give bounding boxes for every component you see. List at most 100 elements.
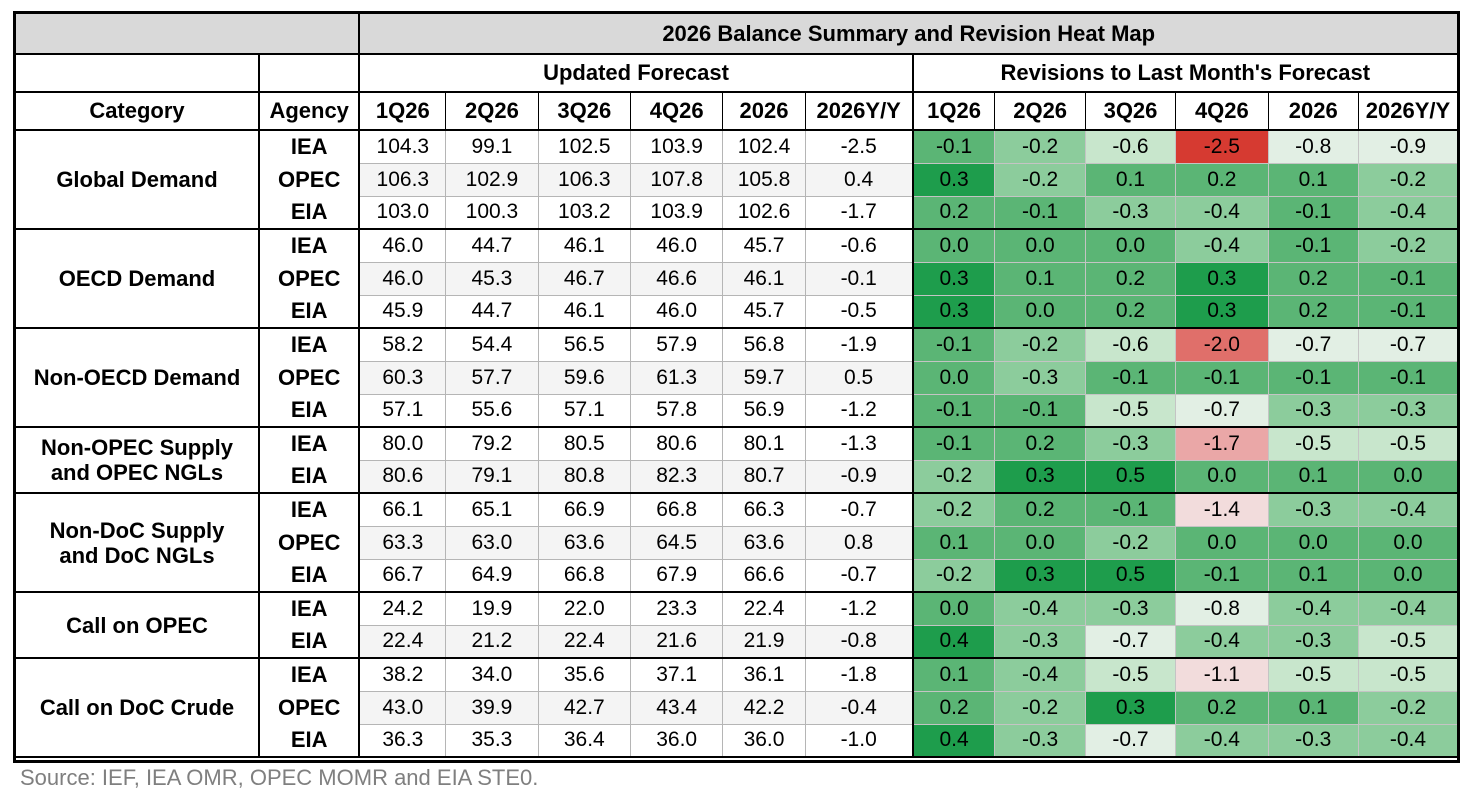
category-cell: OECD Demand — [16, 229, 260, 329]
forecast-col-header-3q26: 3Q26 — [538, 92, 631, 131]
revision-heat-cell: -0.3 — [1268, 493, 1359, 527]
table-row: OPEC 43.0 39.9 42.7 43.4 42.2 -0.4 0.2 -0.2 0.3 0.… — [16, 691, 1457, 725]
table-row: Non-OECD Demand IEA 58.2 54.4 56.5 57.9 56.8 -1… — [16, 328, 1457, 428]
forecast-value-cell: 44.7 — [445, 295, 539, 329]
forecast-value-cell: 103.9 — [630, 130, 724, 164]
title-row: 2026 Balance Summary and Revision Heat M… — [16, 14, 1457, 55]
revision-heat-cell: -1.4 — [1175, 493, 1269, 527]
revision-heat-cell: -0.2 — [1358, 229, 1457, 263]
forecast-value-cell: 42.2 — [722, 691, 806, 725]
agency-cell: IEA — [258, 658, 361, 691]
revision-heat-cell: -0.9 — [1358, 130, 1457, 164]
forecast-value-cell: 0.4 — [805, 163, 914, 197]
agency-cell: IEA — [258, 130, 361, 163]
revision-heat-cell: -0.1 — [912, 394, 996, 428]
revision-heat-cell: -0.3 — [1268, 625, 1359, 659]
forecast-value-cell: 37.1 — [630, 658, 724, 692]
forecast-value-cell: -0.6 — [805, 229, 914, 263]
forecast-value-cell: 35.6 — [538, 658, 631, 692]
revision-heat-cell: 0.1 — [994, 262, 1086, 296]
forecast-value-cell: 66.8 — [630, 493, 724, 527]
forecast-value-cell: 45.3 — [445, 262, 539, 296]
revision-heat-cell: -0.1 — [1268, 196, 1359, 230]
forecast-col-header-2026yy: 2026Y/Y — [805, 92, 914, 131]
revision-heat-cell: -0.8 — [1175, 592, 1269, 626]
forecast-value-cell: 54.4 — [445, 328, 539, 362]
revision-heat-cell: 0.3 — [1085, 691, 1177, 725]
revision-heat-cell: -0.1 — [1268, 229, 1359, 263]
forecast-value-cell: 63.6 — [722, 526, 806, 560]
revision-heat-cell: 0.1 — [912, 658, 996, 692]
category-cell: Call on DoC Crude — [16, 658, 260, 758]
revision-heat-cell: -0.1 — [1175, 361, 1269, 395]
table-row: OPEC 63.3 63.0 63.6 64.5 63.6 0.8 0.1 0.0 -0.2 0.0… — [16, 526, 1457, 560]
revision-heat-cell: 0.1 — [1268, 460, 1359, 494]
table-row: Non-DoC Supply and DoC NGLs IEA 66.1 65.1 66.… — [16, 493, 1457, 593]
title-spacer — [16, 14, 360, 55]
revision-heat-cell: 0.2 — [1085, 262, 1177, 296]
forecast-value-cell: 80.5 — [538, 427, 631, 461]
table-row: Call on OPEC IEA 24.2 19.9 22.0 23.3 22.4 -1.2 0… — [16, 592, 1457, 659]
forecast-value-cell: 36.0 — [630, 724, 724, 758]
forecast-value-cell: 34.0 — [445, 658, 539, 692]
revision-heat-cell: -0.7 — [1268, 328, 1359, 362]
revision-heat-cell: -0.3 — [1085, 592, 1177, 626]
forecast-value-cell: -1.2 — [805, 394, 914, 428]
revision-heat-cell: -0.4 — [1175, 229, 1269, 263]
revision-heat-cell: -0.5 — [1358, 658, 1457, 692]
revision-heat-cell: -0.1 — [912, 328, 996, 362]
forecast-value-cell: -0.7 — [805, 493, 914, 527]
forecast-value-cell: 80.7 — [722, 460, 806, 494]
agency-cell: EIA — [258, 394, 361, 428]
forecast-value-cell: 45.9 — [359, 295, 447, 329]
forecast-value-cell: 66.8 — [538, 559, 631, 593]
forecast-value-cell: 46.1 — [538, 295, 631, 329]
forecast-value-cell: 57.9 — [630, 328, 724, 362]
revision-col-header-2026yy: 2026Y/Y — [1358, 92, 1457, 131]
revision-heat-cell: -0.1 — [994, 196, 1086, 230]
table-row: EIA 103.0 100.3 103.2 103.9 102.6 -1.7 0.2 -0.1-… — [16, 196, 1457, 230]
revision-heat-cell: 0.2 — [912, 196, 996, 230]
forecast-value-cell: -1.7 — [805, 196, 914, 230]
revision-heat-cell: 0.3 — [912, 295, 996, 329]
agency-cell: OPEC — [258, 163, 361, 196]
table-row: EIA 57.1 55.6 57.1 57.8 56.9 -1.2 -0.1 -0.1 -0.5-… — [16, 394, 1457, 428]
revision-heat-cell: 0.0 — [994, 526, 1086, 560]
table-row: EIA 36.3 35.3 36.4 36.0 36.0 -1.0 0.4 -0.3 -0.7 -0… — [16, 724, 1457, 758]
forecast-value-cell: 56.8 — [722, 328, 806, 362]
agency-cell: EIA — [258, 625, 361, 659]
source-note: Source: IEF, IEA OMR, OPEC MOMR and EIA … — [20, 765, 539, 790]
revision-heat-cell: -0.2 — [1358, 691, 1457, 725]
revision-heat-cell: -2.5 — [1175, 130, 1269, 164]
forecast-value-cell: 66.6 — [722, 559, 806, 593]
revision-heat-cell: 0.0 — [1175, 460, 1269, 494]
forecast-value-cell: -0.1 — [805, 262, 914, 296]
table-row: OPEC 60.3 57.7 59.6 61.3 59.7 0.5 0.0 -0.3 -0.1 -0… — [16, 361, 1457, 395]
revision-col-header-2026: 2026 — [1268, 92, 1359, 131]
forecast-value-cell: 21.9 — [722, 625, 806, 659]
forecast-value-cell: 103.9 — [630, 196, 724, 230]
forecast-value-cell: 63.3 — [359, 526, 447, 560]
revision-heat-cell: 0.0 — [1085, 229, 1177, 263]
agency-cell: IEA — [258, 328, 361, 361]
agency-cell: IEA — [258, 229, 361, 262]
revision-heat-cell: -0.2 — [912, 493, 996, 527]
forecast-value-cell: 60.3 — [359, 361, 447, 395]
forecast-value-cell: 79.2 — [445, 427, 539, 461]
forecast-value-cell: -1.2 — [805, 592, 914, 626]
forecast-value-cell: 43.4 — [630, 691, 724, 725]
forecast-value-cell: 64.9 — [445, 559, 539, 593]
revision-heat-cell: 0.2 — [994, 427, 1086, 461]
forecast-col-header-2026: 2026 — [722, 92, 806, 131]
forecast-value-cell: 45.7 — [722, 229, 806, 263]
agency-cell: EIA — [258, 460, 361, 494]
forecast-value-cell: 102.9 — [445, 163, 539, 197]
revision-heat-cell: -0.5 — [1268, 427, 1359, 461]
revision-heat-cell: -0.7 — [1085, 625, 1177, 659]
revision-heat-cell: -0.1 — [1358, 295, 1457, 329]
forecast-value-cell: 42.7 — [538, 691, 631, 725]
forecast-value-cell: 82.3 — [630, 460, 724, 494]
category-cell: Global Demand — [16, 130, 260, 230]
forecast-value-cell: 46.6 — [630, 262, 724, 296]
revision-heat-cell: -0.4 — [1358, 493, 1457, 527]
